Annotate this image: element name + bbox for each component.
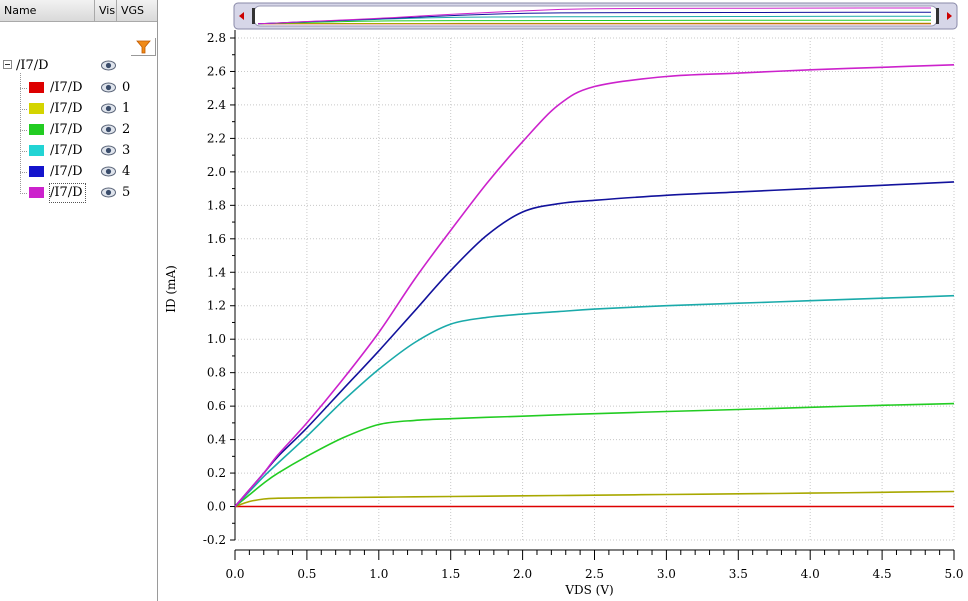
tree-root-label: /I7/D [16,58,49,73]
signal-label[interactable]: /I7/D [50,164,83,179]
x-tick-label: 0.0 [225,567,244,581]
column-header-vgs[interactable]: VGS [121,4,145,17]
y-tick-label: 1.2 [207,299,226,313]
browser-header: Name Vis VGS [0,0,157,22]
y-tick-label: 0.0 [207,500,226,514]
y-tick-label: 2.0 [207,165,226,179]
filter-icon [136,40,151,54]
signal-row[interactable]: /I7/D 3 [0,141,157,162]
filter-button[interactable] [131,38,156,56]
signal-vgs-value: 5 [122,185,131,200]
x-tick-label: 2.0 [513,567,532,581]
signal-vgs-value: 2 [122,122,131,137]
column-header-vis[interactable]: Vis [95,0,117,21]
column-header-name[interactable]: Name [0,0,95,21]
y-tick-label: 0.6 [207,399,226,413]
eye-icon[interactable] [101,81,116,94]
tree-branch-line [20,193,27,194]
x-tick-label: 1.5 [441,567,460,581]
y-tick-label: 0.8 [207,366,226,380]
signal-color-swatch[interactable] [29,145,44,156]
y-tick-label: 0.4 [207,433,226,447]
signal-color-swatch[interactable] [29,124,44,135]
series-line-vgs-4[interactable] [234,181,955,508]
series-line-vgs-3[interactable] [234,294,955,508]
eye-icon[interactable] [101,59,116,72]
signal-row[interactable]: /I7/D 2 [0,120,157,141]
signal-label[interactable]: /I7/D [50,143,83,158]
tree-guide-line [20,73,21,192]
x-tick-label: 3.0 [657,567,676,581]
tree-branch-line [20,130,27,131]
overview-right-grip[interactable] [936,8,939,24]
y-tick-label: 1.8 [207,198,226,212]
tree-branch-line [20,88,27,89]
signal-color-swatch[interactable] [29,166,44,177]
signal-label[interactable]: /I7/D [50,80,83,95]
y-tick-label: 2.8 [207,31,226,45]
signal-row[interactable]: /I7/D 5 [0,183,157,204]
signal-color-swatch[interactable] [29,103,44,114]
eye-icon[interactable] [101,186,116,199]
overview-series-line [257,7,931,25]
y-tick-label: -0.2 [203,533,226,547]
y-tick-label: 2.2 [207,131,226,145]
waveform-plot[interactable]: -0.2 0.0 0.2 0.4 0.6 0.8 1.0 1.2 1.4 1.6 1.8 2.0 2.2… [157,0,968,601]
signal-row[interactable]: /I7/D 0 [0,78,157,99]
tree-collapse-icon[interactable] [3,60,12,69]
signal-vgs-value: 0 [122,80,131,95]
series-line-vgs-2[interactable] [234,402,955,508]
x-axis-title: VDS (V) [564,583,613,597]
tree-branch-line [20,109,27,110]
x-tick-label: 4.0 [801,567,820,581]
y-tick-label: 1.4 [207,265,226,279]
signal-color-swatch[interactable] [29,82,44,93]
eye-icon[interactable] [101,165,116,178]
eye-icon[interactable] [101,123,116,136]
x-tick-label: 2.5 [585,567,604,581]
tree-branch-line [20,151,27,152]
y-tick-label: 1.0 [207,332,226,346]
y-tick-label: 1.6 [207,232,226,246]
x-tick-label: 1.0 [369,567,388,581]
x-tick-label: 0.5 [297,567,316,581]
signal-vgs-value: 3 [122,143,131,158]
signal-label[interactable]: /I7/D [50,122,83,137]
tree-root-item[interactable]: /I7/D [3,57,153,75]
signal-label[interactable]: /I7/D [49,183,86,203]
series-line-vgs-5[interactable] [234,64,955,508]
scroll-right-arrow-icon[interactable] [947,12,952,20]
signal-vgs-value: 4 [122,164,131,179]
signal-vgs-value: 1 [122,101,131,116]
signal-color-swatch[interactable] [29,187,44,198]
x-tick-label: 5.0 [944,567,963,581]
x-tick-label: 4.5 [873,567,892,581]
tree-branch-line [20,172,27,173]
signal-browser: Name Vis VGS /I7/D /I7/D 0/I7/D 1/I7/D 2/I7… [0,0,158,601]
y-tick-label: 2.4 [207,98,226,112]
x-tick-label: 3.5 [729,567,748,581]
eye-icon[interactable] [101,144,116,157]
eye-icon[interactable] [101,102,116,115]
overview-left-grip[interactable] [252,8,255,24]
y-tick-label: 0.2 [207,466,226,480]
overview-series-line [257,22,931,25]
signal-label[interactable]: /I7/D [50,101,83,116]
signal-row[interactable]: /I7/D 4 [0,162,157,183]
series-line-vgs-1[interactable] [234,490,955,508]
y-axis-title: ID (mA) [164,265,178,313]
signal-row[interactable]: /I7/D 1 [0,99,157,120]
y-tick-label: 2.6 [207,64,226,78]
scroll-left-arrow-icon[interactable] [239,12,244,20]
